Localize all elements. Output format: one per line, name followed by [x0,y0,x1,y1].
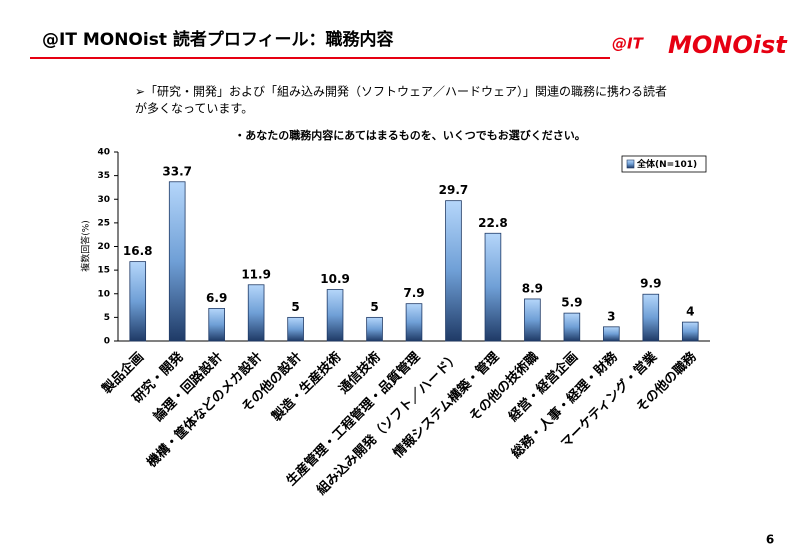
y-tick-label: 10 [97,289,110,299]
note-line: ➢「研究・開発」および「組み込み開発（ソフトウェア／ハードウェア）」関連の職務に… [135,84,667,99]
value-label: 9.9 [640,277,661,291]
bar [287,316,304,342]
note-line: が多くなっています。 [135,101,253,116]
bar [642,293,660,342]
value-label: 33.7 [162,164,192,178]
legend-swatch [626,159,635,169]
value-label: 8.9 [522,281,543,295]
bar [326,289,344,342]
y-axis-label: 複数回答(%) [80,220,92,272]
bar [484,232,502,342]
x-tick-label: 経営・経営企画 [505,349,581,425]
value-label: 5.9 [561,296,582,310]
y-tick-label: 40 [97,148,110,158]
legend-box [621,155,707,173]
page-number: 6 [766,533,774,547]
value-label: 11.9 [241,267,271,281]
x-tick-label: 組み込み開発（ソフト／ハード） [314,349,463,498]
y-tick-label: 20 [97,242,110,252]
slide-title: @IT MONOist 読者プロフィール：職務内容 [42,29,394,50]
bar [681,321,699,342]
value-label: 3 [607,309,615,323]
y-tick-label: 0 [104,337,110,347]
value-label: 16.8 [123,244,153,258]
chart-title: ・あなたの職務内容にあてはまるものを、いくつでもお選びください。 [234,128,586,142]
value-label: 4 [686,305,694,319]
value-label: 5 [291,300,299,314]
bar [168,181,186,342]
bar [366,316,383,342]
value-label: 7.9 [403,286,424,300]
value-label: 22.8 [478,216,508,230]
bar [405,303,423,342]
value-label: 5 [370,300,378,314]
logo-prefix: @IT [612,35,645,53]
y-tick-label: 15 [97,266,110,276]
bar [524,298,541,342]
bar [129,261,147,342]
y-tick-label: 5 [104,313,110,323]
bar [208,307,225,342]
bar [247,284,265,342]
bar [563,312,581,342]
bar [603,326,620,342]
y-tick-label: 25 [97,218,110,228]
logo-main: MONOist [668,31,788,59]
x-tick-label: その他の技術職 [466,349,542,425]
value-label: 6.9 [206,291,227,305]
y-tick-label: 30 [97,195,110,205]
value-label: 29.7 [439,183,469,197]
bar [445,200,462,342]
y-tick-label: 35 [97,171,110,181]
value-label: 10.9 [320,272,350,286]
x-tick-label: 論理・回路設計 [150,349,226,425]
legend-label: 全体(N=101) [636,158,697,170]
x-tick-label: 製造・生産技術 [268,349,344,425]
